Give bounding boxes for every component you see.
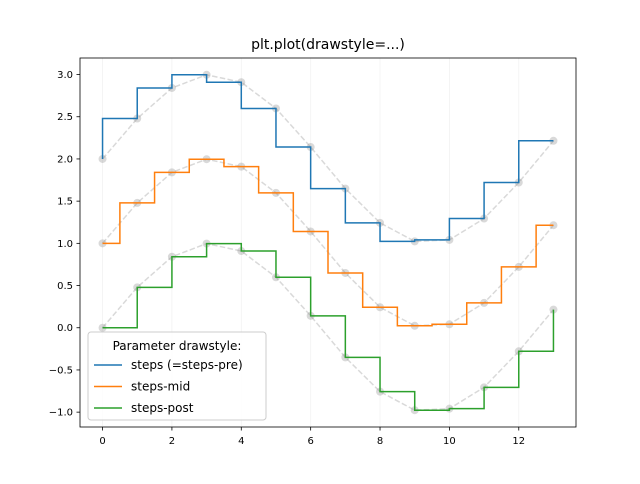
y-tick-label: 1.5 (57, 197, 73, 208)
reference-line (101, 74, 555, 243)
x-tick-label: 10 (443, 436, 456, 447)
y-tick-label: 0.5 (57, 281, 73, 292)
chart-title: plt.plot(drawstyle=...) (251, 37, 405, 53)
y-tick-label: −0.5 (49, 365, 73, 376)
x-tick-label: 0 (99, 436, 105, 447)
gridlines (102, 58, 520, 427)
legend: Parameter drawstyle: steps (=steps-pre) s… (87, 331, 267, 421)
legend-title: Parameter drawstyle: (113, 339, 242, 353)
series-lines (101, 74, 555, 411)
x-tick-label: 2 (169, 436, 175, 447)
legend-label: steps-post (131, 401, 194, 415)
y-tick-label: 2.5 (57, 112, 73, 123)
reference-line (101, 242, 555, 411)
y-axis: −1.0 −0.5 0.0 0.5 1.0 1.5 2.0 2.5 3.0 (49, 70, 80, 419)
legend-label: steps (=steps-pre) (131, 358, 243, 372)
x-tick-label: 6 (307, 436, 313, 447)
series-line-steps-post (102, 242, 555, 411)
plot-frame (79, 57, 577, 428)
legend-label: steps-mid (131, 380, 190, 394)
series-line-steps-pre (101, 74, 554, 243)
x-tick-label: 12 (512, 436, 525, 447)
series-line-steps-mid (102, 158, 554, 327)
y-tick-label: 3.0 (57, 70, 73, 81)
legend-box (87, 331, 267, 421)
x-tick-label: 8 (377, 436, 383, 447)
y-tick-label: 0.0 (57, 323, 73, 334)
y-tick-label: −1.0 (49, 408, 73, 419)
y-tick-label: 2.0 (57, 154, 73, 165)
x-tick-label: 4 (238, 436, 244, 447)
x-axis: 0 2 4 6 8 10 12 (99, 427, 525, 447)
y-tick-label: 1.0 (57, 239, 73, 250)
